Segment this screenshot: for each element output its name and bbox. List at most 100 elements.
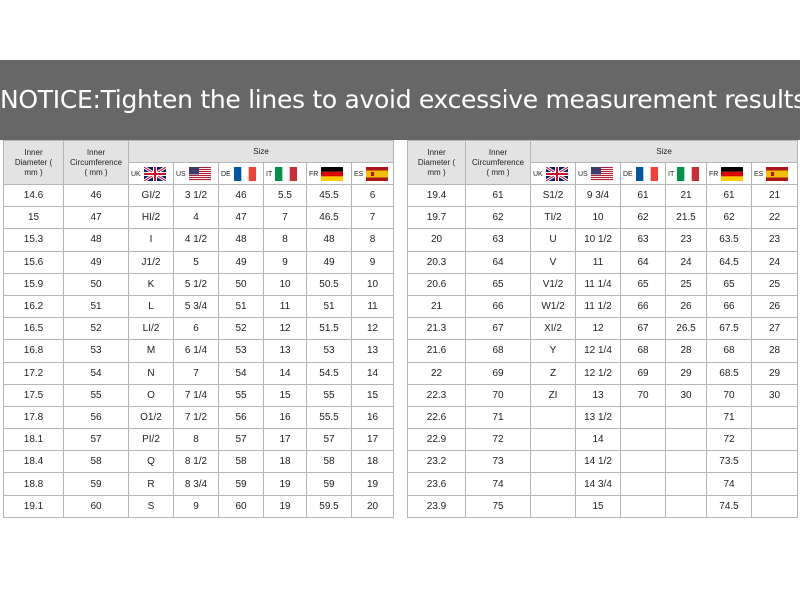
data-cell — [750, 494, 799, 518]
data-cell: 12 1/2 — [575, 361, 621, 385]
data-cell: 65 — [465, 272, 531, 296]
data-cell: 48 — [218, 228, 264, 252]
data-row: 20.6 65 V1/2 11 1/4 65 25 65 25 — [407, 272, 799, 296]
data-cell: 18 — [350, 450, 395, 474]
data-cell: 55 — [63, 383, 129, 407]
data-cell: 10 — [350, 272, 395, 296]
country-cell: ES — [750, 162, 799, 185]
flag-icon — [142, 165, 167, 182]
data-cell: 15.9 — [3, 272, 64, 296]
data-cell: 15 — [3, 206, 64, 230]
data-cell: 46.5 — [306, 206, 352, 230]
data-cell: 11 1/4 — [575, 272, 621, 296]
data-cell: 6 — [350, 183, 395, 208]
data-cell: 23 — [750, 228, 799, 252]
flag-icon — [677, 166, 700, 181]
data-cell: 15.3 — [3, 228, 64, 252]
data-cell: 17.5 — [3, 383, 64, 407]
data-cell: XI/2 — [530, 317, 576, 341]
data-cell: LI/2 — [128, 317, 174, 341]
data-cell: 17 — [350, 428, 395, 452]
data-row: 15.6 49 J1/2 5 49 9 49 9 — [3, 250, 395, 274]
data-cell: 12 — [575, 317, 621, 341]
country-cell: DE — [218, 162, 264, 185]
data-cell: 14 — [263, 361, 307, 385]
data-row: 23.6 74 14 3/4 74 — [407, 472, 799, 496]
data-cell: J1/2 — [128, 250, 174, 274]
data-cell: 28 — [665, 339, 707, 363]
data-cell: 14 — [575, 428, 621, 452]
country-code: FR — [309, 170, 319, 178]
data-cell: 54.5 — [306, 361, 352, 385]
data-cell: 60 — [218, 494, 264, 518]
data-cell: 53 — [306, 339, 352, 363]
data-cell: 59 — [63, 472, 129, 496]
data-cell: 16 — [263, 405, 307, 430]
data-cell: 49 — [306, 250, 352, 274]
data-cell: W1/2 — [530, 294, 576, 319]
data-cell: 13 1/2 — [575, 405, 621, 430]
data-cell: 57 — [306, 428, 352, 452]
data-cell: 8 1/2 — [173, 450, 219, 474]
size-table: Inner Diameter ( mm ) Inner Circumference… — [3, 140, 395, 518]
size-table: Inner Diameter ( mm ) Inner Circumference… — [407, 140, 799, 518]
data-cell: 61 — [465, 183, 531, 208]
data-cell: 6 — [173, 317, 219, 341]
data-row: 23.2 73 14 1/2 73.5 — [407, 450, 799, 474]
country-code: UK — [533, 170, 543, 178]
data-cell: 19.1 — [3, 494, 64, 518]
flag-icon — [366, 166, 389, 181]
data-cell: GI/2 — [128, 183, 174, 208]
data-cell: 48 — [306, 228, 352, 252]
data-cell: 57 — [63, 428, 129, 452]
data-cell: 74.5 — [706, 494, 752, 518]
data-cell: 65 — [620, 272, 666, 296]
data-cell: 17.8 — [3, 405, 64, 430]
data-cell: U — [530, 228, 576, 252]
data-cell: 74 — [706, 472, 752, 496]
data-cell: 12 — [350, 317, 395, 341]
data-cell: 50 — [218, 272, 264, 296]
data-cell: 21.6 — [407, 339, 466, 363]
data-cell: 69 — [465, 361, 531, 385]
data-row: 21.3 67 XI/2 12 67 26.5 67.5 27 — [407, 317, 799, 341]
data-cell: 23 — [665, 228, 707, 252]
data-cell: 7 1/2 — [173, 405, 219, 430]
data-row: 19.1 60 S 9 60 19 59.5 20 — [3, 494, 395, 518]
data-cell: 16.8 — [3, 339, 64, 363]
data-cell: 15 — [575, 494, 621, 518]
data-cell — [620, 494, 666, 518]
data-cell — [620, 405, 666, 430]
data-cell: 70 — [620, 383, 666, 407]
data-cell: 66 — [706, 294, 752, 319]
data-cell: 53 — [218, 339, 264, 363]
data-cell: 51 — [218, 294, 264, 319]
data-cell: 48 — [63, 228, 129, 252]
data-cell: 21 — [407, 294, 466, 319]
country-cell: UK — [128, 162, 174, 185]
data-cell: 58 — [306, 450, 352, 474]
header-row: Inner Diameter ( mm ) Inner Circumference… — [3, 140, 395, 185]
data-cell: 17.2 — [3, 361, 64, 385]
data-cell: I — [128, 228, 174, 252]
data-cell: S1/2 — [530, 183, 576, 208]
data-row: 20 63 U 10 1/2 63 23 63.5 23 — [407, 228, 799, 252]
data-cell: L — [128, 294, 174, 319]
header-cell: Size — [127, 140, 395, 163]
data-cell — [750, 428, 799, 452]
data-cell: 7 — [350, 206, 395, 230]
data-cell: Q — [128, 450, 174, 474]
data-cell: 54 — [63, 361, 129, 385]
data-cell: V1/2 — [530, 272, 576, 296]
country-code: ES — [354, 170, 364, 178]
data-cell: 23.6 — [407, 472, 466, 496]
country-cell: DE — [620, 162, 666, 185]
flag-icon — [635, 166, 658, 181]
data-cell: 18.4 — [3, 450, 64, 474]
data-cell: 63 — [465, 228, 531, 252]
header-row: Inner Diameter ( mm ) Inner Circumference… — [407, 140, 799, 185]
data-cell: 4 1/2 — [173, 228, 219, 252]
data-cell: 12 1/4 — [575, 339, 621, 363]
data-row: 23.9 75 15 74.5 — [407, 494, 799, 518]
data-cell: 19 — [350, 472, 395, 496]
